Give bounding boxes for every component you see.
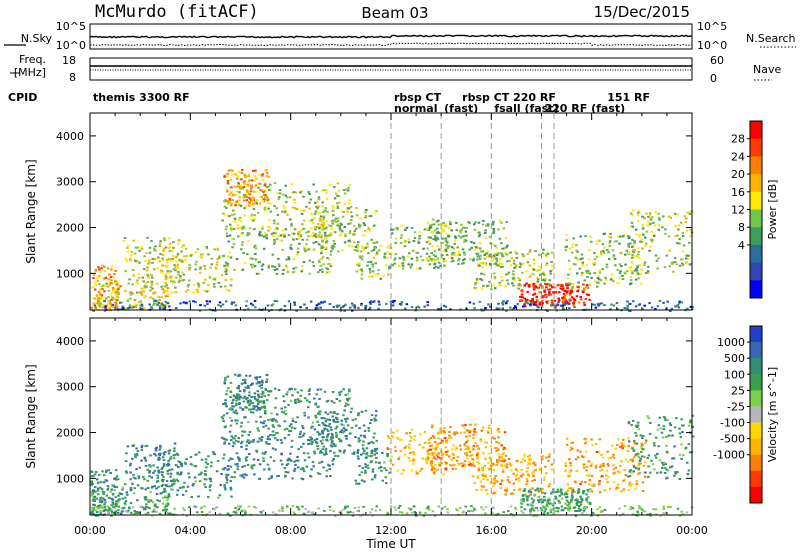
cpid-segment: normal <box>394 102 437 115</box>
ytick-label: 1000 <box>56 267 84 280</box>
colorbar-tick-label: 8 <box>738 221 745 234</box>
colorbar-swatch <box>750 470 762 488</box>
colorbar-tick-label: -25 <box>727 400 745 413</box>
colorbar-swatch <box>750 326 762 343</box>
xtick-label: 12:00 <box>375 524 407 537</box>
colorbar-frame <box>749 325 763 504</box>
nave-label: Nave <box>753 63 781 76</box>
colorbar-label: Power [dB] <box>766 180 779 240</box>
nsearch-tick-bottom: 10^0 <box>697 39 727 52</box>
colorbar-tick-label: -500 <box>720 433 745 446</box>
colorbar-swatch <box>750 209 762 228</box>
xtick-label: 20:00 <box>576 524 608 537</box>
colorbar-tick-label: 1000 <box>717 336 745 349</box>
colorbar-swatch <box>750 454 762 472</box>
nsky-tick-bottom: 10^0 <box>56 39 86 52</box>
ylabel: Slant Range [km] <box>24 159 38 263</box>
colorbar-swatch <box>750 280 762 299</box>
cpid-label: CPID <box>8 91 37 104</box>
colorbar-swatch <box>750 374 762 391</box>
colorbar-tick-label: 28 <box>731 133 745 146</box>
colorbar-swatch <box>750 486 762 504</box>
colorbar-label: Velocity [m s^-1] <box>766 367 779 462</box>
ylabel: Slant Range [km] <box>24 364 38 468</box>
power-colorbar <box>747 120 763 299</box>
date-title: 15/Dec/2015 <box>594 3 690 21</box>
ytick-label: 3000 <box>56 381 84 394</box>
cpid-segment: fsall (fast) <box>494 102 558 115</box>
colorbar-swatch <box>750 390 762 407</box>
colorbar-tick-label: 12 <box>731 204 745 217</box>
colorbar-tick-label: 24 <box>731 150 745 163</box>
colorbar-tick-label: 20 <box>731 168 745 181</box>
nsearch-tick-top: 10^5 <box>697 20 727 33</box>
panel-frame <box>89 317 693 516</box>
xtick-label: 04:00 <box>174 524 206 537</box>
xtick-label: 16:00 <box>475 524 507 537</box>
xtick-label: 00:00 <box>676 524 708 537</box>
nsky-label: N.Sky <box>21 32 53 45</box>
colorbar-swatch <box>750 342 762 359</box>
ytick-label: 2000 <box>56 427 84 440</box>
freq-tick-bottom: 8 <box>69 71 76 84</box>
colorbar-tick-label: 16 <box>731 186 745 199</box>
colorbar-swatch <box>750 262 762 281</box>
xtick-label: 08:00 <box>275 524 307 537</box>
nsky-trace <box>89 34 693 39</box>
freq-panel-frame <box>89 57 693 81</box>
colorbar-tick-label: 4 <box>738 239 745 252</box>
cpid-segment: 151 RF <box>607 91 650 104</box>
cpid-segment: themis 3300 RF <box>93 91 190 104</box>
station-title: McMurdo (fitACF) <box>95 2 259 22</box>
freq-unit: [MHz] <box>14 66 46 79</box>
colorbar-tick-label: 25 <box>731 384 745 397</box>
cpid-segment: rbsp CT <box>394 91 442 104</box>
xtick-label: 00:00 <box>74 524 106 537</box>
ytick-label: 3000 <box>56 176 84 189</box>
cpid-segment: 220 RF (fast) <box>545 102 626 115</box>
cpid-segment: rbsp CT 220 RF <box>462 91 556 104</box>
ytick-label: 4000 <box>56 335 84 348</box>
colorbar-swatch <box>750 244 762 264</box>
colorbar-tick-label: 100 <box>724 368 745 381</box>
ytick-label: 4000 <box>56 130 84 143</box>
nave-tick-bottom: 0 <box>710 72 717 85</box>
colorbar-swatch <box>750 174 762 193</box>
colorbar-swatch <box>750 191 762 210</box>
nave-tick-top: 60 <box>710 54 724 67</box>
xlabel: Time UT <box>365 537 416 551</box>
beam-title: Beam 03 <box>361 4 428 22</box>
colorbar-swatch <box>750 227 762 246</box>
nsearch-label: N.Search <box>746 32 796 45</box>
velocity-colorbar <box>747 325 763 504</box>
colorbar-swatch <box>750 358 762 375</box>
freq-label: Freq. <box>19 53 46 66</box>
freq-tick-top: 18 <box>62 54 76 67</box>
ytick-label: 2000 <box>56 222 84 235</box>
colorbar-swatch <box>750 156 762 175</box>
colorbar-swatch <box>750 138 762 157</box>
cpid-segment: (fast) <box>444 102 478 115</box>
colorbar-swatch <box>750 406 762 424</box>
colorbar-tick-label: 500 <box>724 352 745 365</box>
colorbar-swatch <box>750 422 762 440</box>
colorbar-swatch <box>750 121 762 140</box>
velocity-scatter <box>90 373 695 517</box>
power-scatter <box>90 168 694 312</box>
colorbar-swatch <box>750 438 762 456</box>
nsearch-trace <box>89 42 693 47</box>
ytick-label: 1000 <box>56 472 84 485</box>
colorbar-tick-label: -1000 <box>713 449 745 462</box>
colorbar-tick-label: -100 <box>720 417 745 430</box>
nsky-tick-top: 10^5 <box>56 20 86 33</box>
